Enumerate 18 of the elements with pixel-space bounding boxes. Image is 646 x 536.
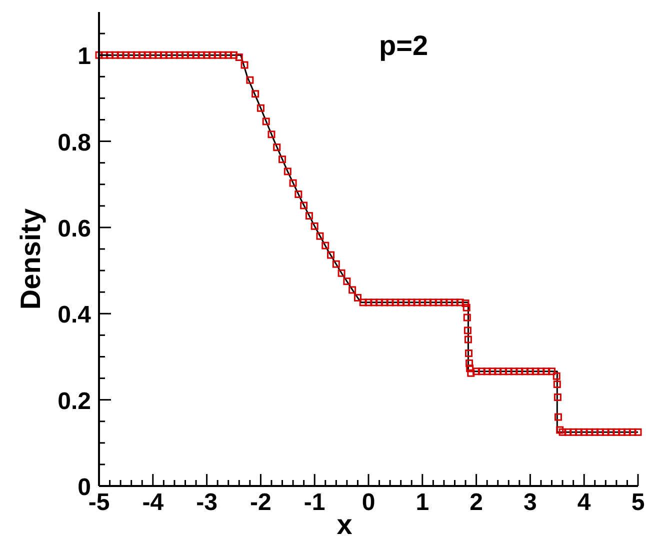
x-tick-label: 5	[631, 489, 645, 516]
x-tick-label: -3	[196, 489, 218, 516]
x-tick-label: -1	[304, 489, 326, 516]
y-tick-label: 0.2	[58, 388, 91, 415]
x-tick-label: 2	[470, 489, 483, 516]
x-tick-label: 4	[577, 489, 592, 516]
y-tick-label: 0.6	[58, 215, 91, 242]
x-tick-label: 1	[416, 489, 430, 516]
x-tick-label: 3	[524, 489, 537, 516]
x-tick-label: 0	[362, 489, 376, 516]
y-axis-title: Density	[15, 208, 46, 310]
y-tick-label: 0.4	[58, 302, 92, 329]
text: p=2	[379, 30, 428, 62]
x-axis-title: x	[336, 509, 353, 536]
x-tick-label: -4	[142, 489, 164, 516]
y-tick-label: 0.8	[58, 129, 91, 156]
x-tick-label: -2	[250, 489, 272, 516]
y-tick-label: 1	[78, 43, 91, 70]
